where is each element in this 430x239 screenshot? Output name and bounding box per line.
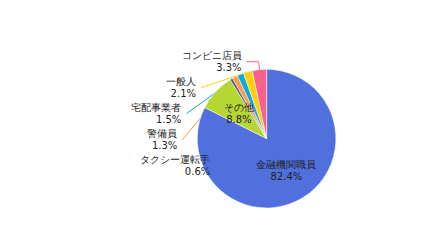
- svg-text:3.3%: 3.3%: [216, 62, 241, 73]
- svg-text:1.3%: 1.3%: [152, 140, 177, 151]
- svg-text:82.4%: 82.4%: [270, 171, 302, 182]
- svg-text:その他: その他: [224, 102, 254, 113]
- svg-text:警備員: 警備員: [147, 128, 177, 139]
- svg-text:宅配事業者: 宅配事業者: [131, 102, 181, 113]
- svg-text:タクシー運転手: タクシー運転手: [140, 154, 210, 165]
- svg-text:0.6%: 0.6%: [185, 166, 210, 177]
- svg-text:2.1%: 2.1%: [171, 88, 196, 99]
- svg-text:1.5%: 1.5%: [156, 114, 181, 125]
- svg-text:8.8%: 8.8%: [226, 114, 251, 125]
- svg-text:一般人: 一般人: [166, 76, 196, 87]
- svg-text:コンビニ店員: コンビニ店員: [182, 50, 242, 61]
- svg-text:金融機関職員: 金融機関職員: [256, 159, 316, 170]
